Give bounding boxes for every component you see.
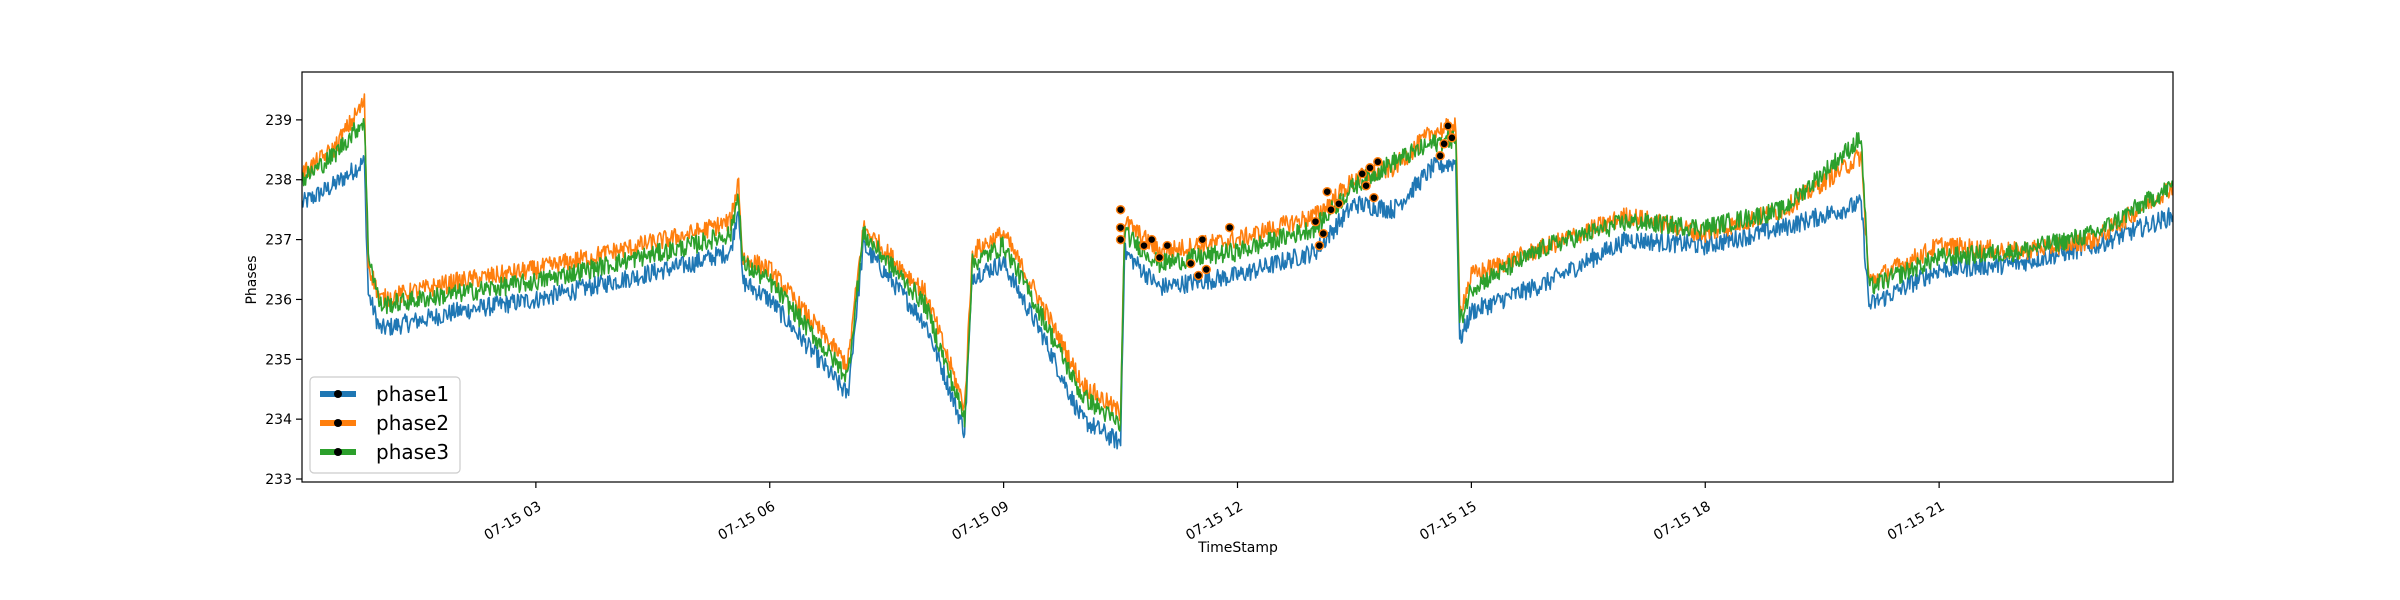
y-axis-title: Phases xyxy=(244,255,260,304)
anomaly-marker xyxy=(1334,198,1344,209)
anomaly-marker xyxy=(1439,139,1449,149)
series-group xyxy=(302,93,2173,450)
legend-item-phase1: phase1 xyxy=(320,382,449,406)
anomaly-marker xyxy=(1435,151,1445,161)
anomaly-marker xyxy=(1322,186,1332,197)
legend-label-phase3: phase3 xyxy=(376,440,449,464)
legend-item-phase2: phase2 xyxy=(320,411,449,435)
anomaly-marker xyxy=(1201,264,1212,275)
anomaly-marker xyxy=(1146,234,1157,245)
anomaly-marker xyxy=(1224,222,1235,233)
y-tick-label: 236 xyxy=(265,292,292,308)
anomaly-marker xyxy=(1154,252,1165,263)
series-line-phase2 xyxy=(302,93,2173,422)
anomaly-marker xyxy=(1115,204,1126,215)
anomaly-marker xyxy=(1318,228,1329,239)
series-line-phase1 xyxy=(302,155,2173,450)
anomaly-marker xyxy=(1443,121,1453,131)
x-axis-title: TimeStamp xyxy=(1197,540,1278,556)
anomaly-marker xyxy=(1185,258,1196,269)
anomaly-marker xyxy=(1162,240,1173,251)
anomaly-marker xyxy=(1369,192,1379,203)
anomaly-marker xyxy=(1193,270,1204,281)
anomaly-marker xyxy=(1373,157,1383,167)
legend-marker-phase3 xyxy=(334,448,342,456)
anomaly-marker xyxy=(1115,234,1126,245)
y-tick-label: 237 xyxy=(265,233,292,249)
legend-marker-phase1 xyxy=(334,390,342,398)
anomaly-marker xyxy=(1310,216,1321,227)
y-tick-label: 235 xyxy=(265,352,292,368)
anomaly-marker xyxy=(1326,204,1336,215)
anomaly-marker xyxy=(1447,133,1457,143)
plot-area xyxy=(302,93,2173,450)
y-tick-label: 239 xyxy=(265,113,292,129)
anomaly-marker xyxy=(1314,240,1325,251)
legend: phase1 phase2 phase3 xyxy=(309,376,461,474)
legend-label-phase1: phase1 xyxy=(376,382,449,406)
legend-marker-phase2 xyxy=(334,419,342,427)
y-tick-label: 233 xyxy=(265,472,292,488)
y-tick-label: 234 xyxy=(265,412,292,428)
anomaly-marker xyxy=(1139,240,1149,251)
anomaly-marker xyxy=(1365,163,1375,173)
legend-item-phase3: phase3 xyxy=(320,440,449,464)
series-line-phase3 xyxy=(302,118,2173,432)
anomaly-marker xyxy=(1357,169,1367,179)
anomaly-marker xyxy=(1115,222,1126,233)
anomaly-marker xyxy=(1361,180,1371,191)
y-tick-label: 238 xyxy=(265,173,292,189)
legend-label-phase2: phase2 xyxy=(376,411,449,435)
anomaly-marker xyxy=(1197,234,1208,245)
